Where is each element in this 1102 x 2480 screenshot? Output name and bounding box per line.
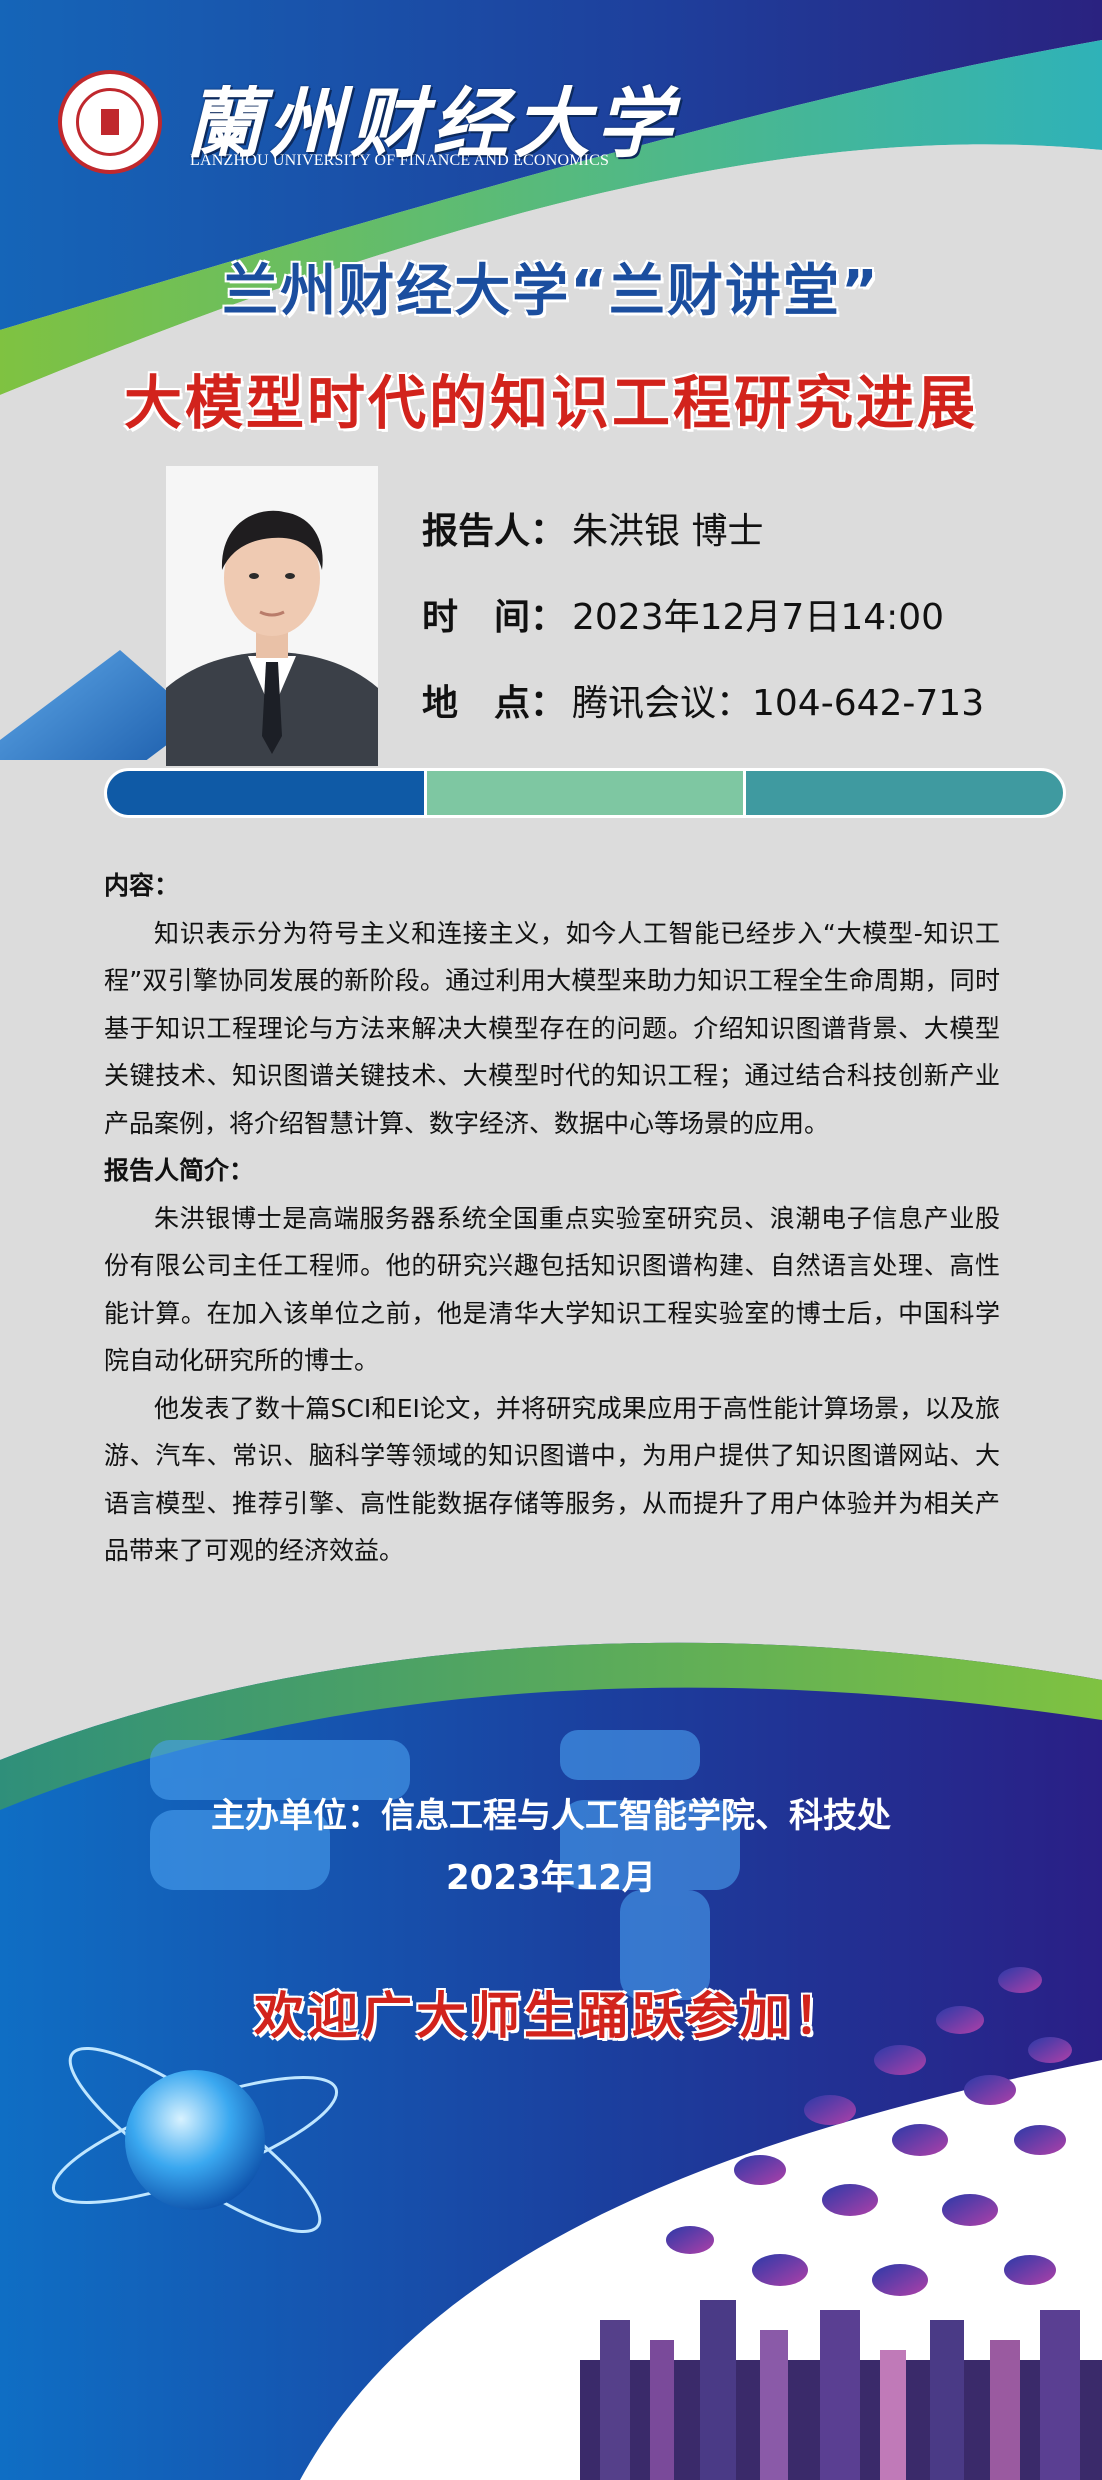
dot-pattern-decoration bbox=[666, 1967, 1072, 2296]
event-series-title: 兰州财经大学“兰财讲堂” bbox=[222, 259, 880, 324]
speaker-photo bbox=[166, 466, 378, 766]
sky-diamond-decoration bbox=[0, 650, 200, 760]
world-map-decoration bbox=[150, 1730, 740, 2000]
logo-ring bbox=[76, 88, 144, 156]
content-text: 知识表示分为符号主义和连接主义，如今人工智能已经步入“大模型-知识工程”双引擎协… bbox=[104, 918, 1000, 1138]
bio-paragraph-2: 他发表了数十篇SCI和EI论文，并将研究成果应用于高性能计算场景，以及旅游、汽车… bbox=[104, 1393, 1000, 1566]
university-name-en: LANZHOU UNIVERSITY OF FINANCE AND ECONOM… bbox=[190, 152, 610, 169]
bar-segment-blue bbox=[107, 771, 424, 815]
bar-segment-green bbox=[423, 771, 744, 815]
organizer-text: 主办单位：信息工程与人工智能学院、科技处 bbox=[211, 1796, 891, 1836]
bio-paragraph-1: 朱洪银博士是高端服务器系统全国重点实验室研究员、浪潮电子信息产业股份有限公司主任… bbox=[104, 1203, 1000, 1376]
footer-background bbox=[0, 1642, 1102, 2480]
time-value: 2023年12月7日14:00 bbox=[572, 597, 945, 638]
header-background bbox=[0, 0, 1102, 760]
place-value: 腾讯会议：104-642-713 bbox=[572, 683, 985, 724]
logo-building-icon bbox=[101, 109, 119, 135]
place-label: 地 点： bbox=[422, 683, 567, 724]
speaker-label: 报告人： bbox=[422, 511, 567, 552]
decorative-color-bar bbox=[104, 768, 1066, 818]
city-skyline-decoration bbox=[580, 2300, 1102, 2480]
bar-segment-teal bbox=[743, 771, 1063, 815]
speaker-value: 朱洪银 博士 bbox=[572, 511, 764, 552]
welcome-slogan: 欢迎广大师生踊跃参加！ bbox=[254, 1987, 848, 2045]
time-label: 时 间： bbox=[422, 597, 567, 638]
bio-heading: 报告人简介： bbox=[104, 1156, 255, 1185]
time-row: 时 间： 2023年12月7日14:00 bbox=[422, 588, 944, 640]
content-section: 内容： 知识表示分为符号主义和连接主义，如今人工智能已经步入“大模型-知识工程”… bbox=[104, 862, 1000, 1575]
place-row: 地 点： 腾讯会议：104-642-713 bbox=[422, 674, 984, 726]
content-heading: 内容： bbox=[104, 871, 180, 900]
organizer-date: 2023年12月 bbox=[446, 1858, 656, 1898]
talk-title: 大模型时代的知识工程研究进展 bbox=[123, 369, 978, 437]
university-logo bbox=[58, 70, 162, 174]
university-name-cn: 蘭州财经大学 bbox=[186, 79, 678, 168]
speaker-row: 报告人： 朱洪银 博士 bbox=[422, 502, 763, 554]
globe-icon bbox=[51, 2047, 339, 2233]
